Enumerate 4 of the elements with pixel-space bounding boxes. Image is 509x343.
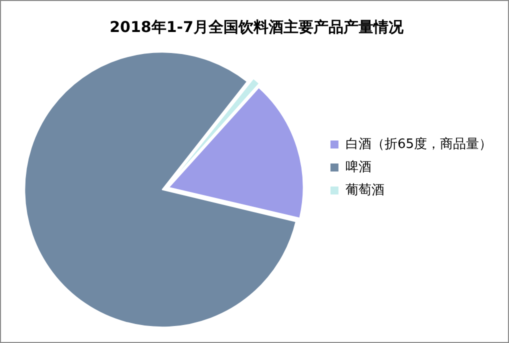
legend-label: 葡萄酒 (345, 182, 384, 198)
chart-title: 2018年1-7月全国饮料酒主要产品产量情况 (110, 18, 404, 36)
legend-label: 啤酒 (345, 160, 372, 175)
legend-label: 白酒（折65度，商品量） (345, 136, 492, 152)
